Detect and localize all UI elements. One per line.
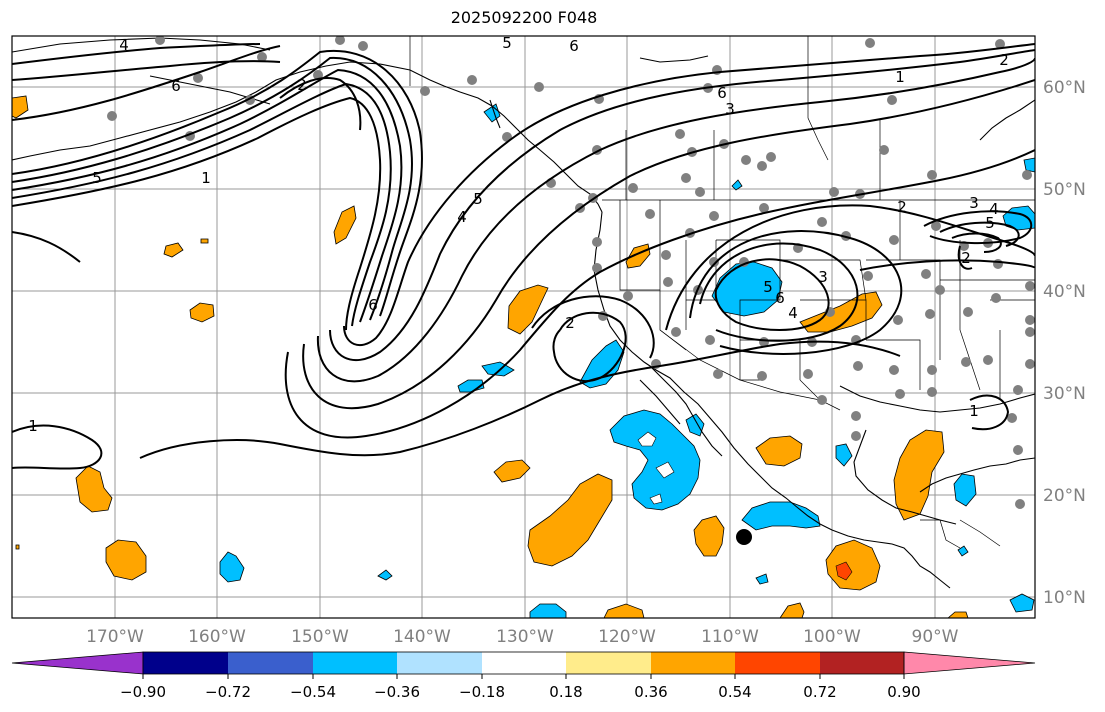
colorbar-tick-label: 0.36 <box>634 683 667 701</box>
contour-label: 2 <box>961 249 971 267</box>
contour-label: 5 <box>502 34 512 52</box>
contour-label-group: 4 5 6 1 2 4 5 6 2 6 5 6 1 2 3 4 5 6 3 2 … <box>28 34 1009 435</box>
anomaly-holes <box>637 431 675 505</box>
colorbar-tick-label: 0.18 <box>549 683 582 701</box>
contour-label: 4 <box>457 208 467 226</box>
contour-label: 1 <box>969 402 979 420</box>
coastlines <box>12 37 1035 589</box>
contour-label: 1 <box>28 417 38 435</box>
colorbar-outline <box>142 651 905 675</box>
contour-label: 5 <box>473 190 483 208</box>
contour-label: 2 <box>297 76 307 94</box>
lat-label: 40°N <box>1043 282 1086 302</box>
lon-label: 130°W <box>496 627 554 647</box>
lon-label: 90°W <box>912 627 959 647</box>
graticule <box>12 36 1035 618</box>
contour-label: 6 <box>368 296 378 314</box>
contour-label: 6 <box>717 84 727 102</box>
lon-label: 110°W <box>701 627 759 647</box>
colorbar-segment <box>482 652 566 674</box>
colorbar-low-extend <box>11 651 144 675</box>
lon-label: 140°W <box>393 627 451 647</box>
colorbar-tick-label: 0.54 <box>718 683 751 701</box>
colorbar-segment <box>397 652 482 674</box>
lon-label: 150°W <box>291 627 349 647</box>
contour-label: 2 <box>565 314 575 332</box>
latitude-labels: 60°N 50°N 40°N 30°N 20°N 10°N <box>1043 78 1086 608</box>
lon-label: 100°W <box>803 627 861 647</box>
target-point-marker <box>736 529 752 545</box>
contour-label: 3 <box>725 100 735 118</box>
contour-lines <box>12 43 1035 470</box>
map-title: 2025092200 F048 <box>450 8 598 27</box>
map-border <box>11 35 1036 619</box>
colorbar-tick-label: −0.36 <box>374 683 420 701</box>
strong-anomaly-region <box>835 561 853 581</box>
contour-label: 4 <box>788 304 798 322</box>
contour-label: 6 <box>171 77 181 95</box>
contour-label: 3 <box>969 194 979 212</box>
contour-label: 5 <box>92 169 102 187</box>
contour-label: 6 <box>569 37 579 55</box>
lon-label: 170°W <box>86 627 144 647</box>
contour-label: 5 <box>763 278 773 296</box>
lat-label: 20°N <box>1043 486 1086 506</box>
colorbar-segment <box>566 652 651 674</box>
lat-label: 30°N <box>1043 384 1086 404</box>
colorbar-high-extend <box>903 651 1036 675</box>
lat-label: 50°N <box>1043 180 1086 200</box>
contour-label: 1 <box>201 169 211 187</box>
colorbar-segment <box>820 652 904 674</box>
lat-label: 60°N <box>1043 78 1086 98</box>
contour-label: 5 <box>985 214 995 232</box>
positive-anomaly-regions <box>12 95 969 618</box>
contour-label: 2 <box>999 51 1009 69</box>
negative-anomaly-regions <box>219 103 1035 618</box>
colorbar-segment <box>651 652 735 674</box>
colorbar-tick-marks <box>142 674 905 679</box>
contour-label: 6 <box>775 289 785 307</box>
colorbar-tick-label: 0.72 <box>803 683 836 701</box>
colorbar-segment <box>143 652 228 674</box>
colorbar-tick-label: −0.72 <box>205 683 251 701</box>
colorbar: −0.90 −0.72 −0.54 −0.36 −0.18 0.18 0.36 … <box>11 651 1036 701</box>
colorbar-tick-label: −0.90 <box>120 683 166 701</box>
contour-label: 2 <box>897 198 907 216</box>
contour-label: 4 <box>119 36 129 54</box>
contour-label: 3 <box>818 268 828 286</box>
colorbar-segment <box>228 652 313 674</box>
colorbar-tick-label: 0.90 <box>887 683 920 701</box>
colorbar-tick-labels: −0.90 −0.72 −0.54 −0.36 −0.18 0.18 0.36 … <box>120 683 921 701</box>
colorbar-tick-label: −0.18 <box>459 683 505 701</box>
longitude-labels: 170°W 160°W 150°W 140°W 130°W 120°W 110°… <box>86 627 959 647</box>
colorbar-segment <box>313 652 397 674</box>
station-markers <box>107 36 1035 509</box>
colorbar-segment <box>735 652 820 674</box>
contour-label: 1 <box>895 68 905 86</box>
contour-label: 4 <box>989 200 999 218</box>
lat-label: 10°N <box>1043 588 1086 608</box>
colorbar-tick-label: −0.54 <box>290 683 336 701</box>
lon-label: 120°W <box>598 627 656 647</box>
lon-label: 160°W <box>188 627 246 647</box>
